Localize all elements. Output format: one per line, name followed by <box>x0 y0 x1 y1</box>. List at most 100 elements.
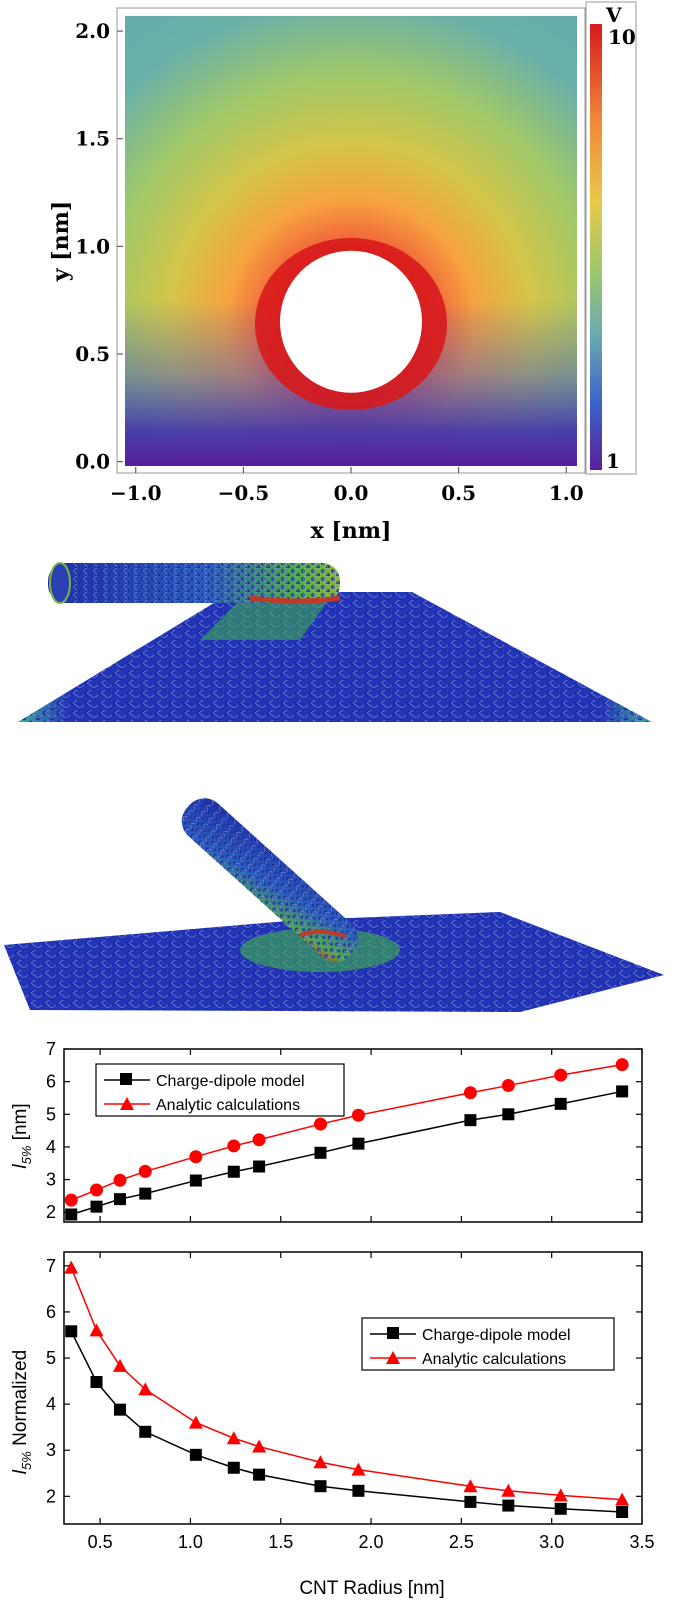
chart2-series-1-point <box>252 1439 267 1453</box>
chart1-y-tick-label: 5 <box>46 1104 56 1124</box>
heatmap-x-tick-label: 0.5 <box>441 481 476 505</box>
heatmap-y-tick-label: 0.0 <box>75 450 110 474</box>
chart2-y-tick-label: 6 <box>46 1302 56 1322</box>
chart1-legend: Charge-dipole model Analytic calculation… <box>95 1063 345 1117</box>
heatmap-y-axis-label: y [nm] <box>48 201 74 283</box>
chart1-y-tick-label: 7 <box>46 1039 56 1059</box>
chart1-series-0-point <box>189 1174 202 1187</box>
chart2-series-0-point <box>189 1448 202 1461</box>
chart1-legend-item-analytic: Analytic calculations <box>104 1097 300 1114</box>
chart2-x-tick-label: 1.5 <box>268 1532 293 1552</box>
heatmap-y-tick-label: 1.5 <box>75 127 110 151</box>
carbon-nanotube-tilted <box>181 798 359 962</box>
chart2-series-1-point <box>313 1455 328 1469</box>
colorbar-min-label: 1 <box>606 449 620 473</box>
chart2-x-tick-label: 2.0 <box>359 1532 384 1552</box>
heatmap-x-tick-label: −0.5 <box>218 481 270 505</box>
chart1-plot-frame <box>63 1048 643 1223</box>
colorbar-max-label: 10 <box>608 25 636 49</box>
chart1-series-0-point <box>139 1187 152 1200</box>
chart1-series-0-point <box>253 1160 266 1173</box>
chart2-y-tick-label: 5 <box>46 1348 56 1368</box>
l5-normalized-vs-radius-chart: 2 3 4 5 6 7 0.5 1.0 1.5 2.0 2.5 3.0 3.5 l5% Normaliz… <box>10 1251 655 1599</box>
colorbar-unit: V <box>605 3 622 27</box>
chart1-series-0-point <box>314 1146 327 1159</box>
chart2-series-0-point <box>352 1484 365 1497</box>
chart2-x-tick-label: 1.0 <box>178 1532 203 1552</box>
heatmap-y-tick-label: 0.5 <box>75 342 110 366</box>
chart2-series-1-point <box>351 1462 366 1476</box>
chart2-legend-item-charge-dipole: Charge-dipole model <box>370 1327 571 1344</box>
chart1-series-0-point <box>554 1097 567 1110</box>
cnt-on-graphene-render-tilted <box>4 798 664 1012</box>
chart1-y-tick-label: 4 <box>46 1137 56 1157</box>
chart2-x-axis-label: CNT Radius [nm] <box>299 1578 444 1599</box>
heatmap-x-tick-label: 0.0 <box>334 481 369 505</box>
heatmap-x-axis-label: x [nm] <box>311 518 392 544</box>
chart1-y-tick-label: 6 <box>46 1072 56 1092</box>
svg-text:Analytic calculations: Analytic calculations <box>422 1351 566 1368</box>
chart1-y-tick-label: 3 <box>46 1170 56 1190</box>
chart2-series-1-point <box>553 1488 568 1502</box>
chart1-legend-item-charge-dipole: Charge-dipole model <box>104 1073 305 1090</box>
chart2-series-0-point <box>227 1461 240 1474</box>
chart1-series-1-point <box>252 1133 266 1147</box>
chart2-x-tick-label: 3.0 <box>539 1532 564 1552</box>
chart1-y-axis-label: l5% [nm] <box>10 1103 34 1168</box>
heatmap-y-tick-label: 2.0 <box>75 19 110 43</box>
svg-text:Charge-dipole model: Charge-dipole model <box>156 1073 305 1090</box>
nanotube-cross-section <box>279 250 423 393</box>
cnt-on-graphene-render-horizontal <box>18 562 652 722</box>
chart1-y-tick-label: 2 <box>46 1202 56 1222</box>
heatmap-x-tick-label: 1.0 <box>549 481 584 505</box>
chart1-series-1-point <box>501 1079 515 1093</box>
chart2-series-1-point <box>64 1260 79 1274</box>
chart2-x-tick-label: 3.5 <box>629 1532 654 1552</box>
chart1-series-1-point <box>64 1193 78 1207</box>
chart1-series-1-point <box>554 1068 568 1082</box>
chart1-series-1-point <box>351 1108 365 1122</box>
chart1-series-0-point <box>464 1114 477 1127</box>
l5-vs-radius-chart: 2 3 4 5 6 7 l5% [nm] Charge-dipole model Anal… <box>10 1039 643 1223</box>
chart2-y-axis-label: l5% Normalized <box>10 1350 34 1474</box>
potential-heatmap: −1.0 −0.5 0.0 0.5 1.00.00.51.01.52.0 x [nm] … <box>48 1 637 544</box>
chart1-series-0-point <box>65 1208 78 1221</box>
chart2-plot-frame <box>63 1251 643 1525</box>
chart1-series-1-point <box>227 1139 241 1153</box>
chart2-series-line-1 <box>70 1267 623 1501</box>
chart2-series-0-point <box>554 1502 567 1515</box>
heatmap-field <box>125 16 577 466</box>
svg-text:Analytic calculations: Analytic calculations <box>156 1097 300 1114</box>
chart2-series-1-point <box>226 1431 241 1445</box>
chart2-series-0-point <box>90 1376 103 1389</box>
heatmap-y-tick-label: 1.0 <box>75 234 110 258</box>
chart2-legend: Charge-dipole model Analytic calculation… <box>361 1317 615 1371</box>
chart2-series-1-point <box>615 1492 630 1506</box>
chart2-series-0-point <box>502 1499 515 1512</box>
chart2-y-tick-label: 4 <box>46 1394 56 1414</box>
chart2-series-1-point <box>463 1479 478 1493</box>
chart2-series-1-point <box>188 1415 203 1429</box>
chart1-series-1-point <box>189 1150 203 1164</box>
chart2-series-0-point <box>113 1403 126 1416</box>
chart1-series-1-point <box>113 1173 127 1187</box>
chart1-series-0-point <box>227 1165 240 1178</box>
chart1-series-1-point <box>313 1117 327 1131</box>
chart1-series-0-point <box>352 1137 365 1150</box>
chart1-series-1-point <box>90 1183 104 1197</box>
chart1-series-0-point <box>502 1108 515 1121</box>
svg-text:Charge-dipole model: Charge-dipole model <box>422 1327 571 1344</box>
chart1-series-1-point <box>615 1058 629 1072</box>
chart2-series-0-point <box>616 1506 629 1519</box>
chart2-x-tick-label: 2.5 <box>449 1532 474 1552</box>
colorbar <box>590 24 602 470</box>
chart2-legend-item-analytic: Analytic calculations <box>370 1351 566 1368</box>
chart1-series-0-point <box>113 1193 126 1206</box>
chart2-y-tick-label: 2 <box>46 1486 56 1506</box>
chart1-series-0-point <box>616 1085 629 1098</box>
chart1-series-1-point <box>138 1164 152 1178</box>
chart2-series-1-point <box>501 1483 516 1497</box>
chart2-series-0-point <box>314 1480 327 1493</box>
chart2-y-tick-label: 3 <box>46 1440 56 1460</box>
chart1-series-0-point <box>90 1200 103 1213</box>
